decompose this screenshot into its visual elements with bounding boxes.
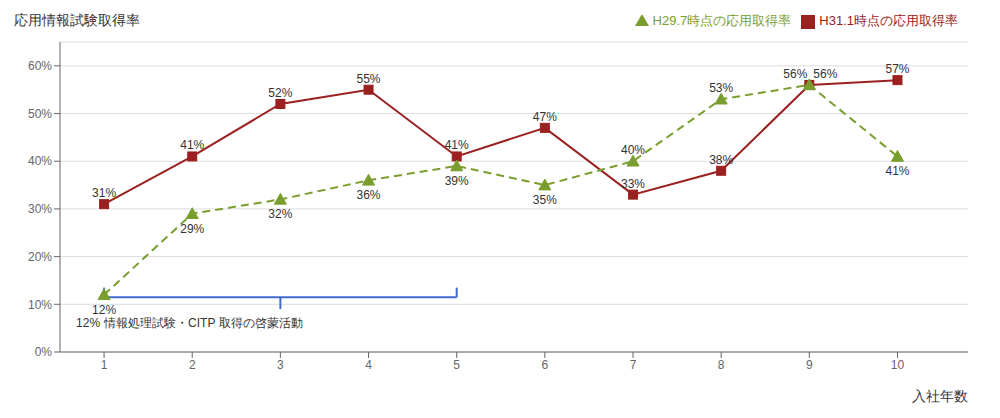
svg-text:29%: 29% [180,222,204,236]
svg-text:4: 4 [365,358,372,372]
svg-text:41%: 41% [885,164,909,178]
svg-text:60%: 60% [28,59,52,73]
svg-text:2: 2 [189,358,196,372]
svg-text:8: 8 [718,358,725,372]
svg-text:6: 6 [542,358,549,372]
svg-text:40%: 40% [621,143,645,157]
svg-text:31%: 31% [92,186,116,200]
svg-text:57%: 57% [885,62,909,76]
svg-text:52%: 52% [268,86,292,100]
html-text:応用情報試験取得率: 応用情報試験取得率 [14,12,140,28]
svg-text:41%: 41% [445,138,469,152]
svg-text:36%: 36% [357,188,381,202]
svg-text:10%: 10% [28,298,52,312]
svg-text:40%: 40% [28,154,52,168]
svg-text:32%: 32% [268,207,292,221]
svg-text:38%: 38% [709,153,733,167]
svg-text:53%: 53% [709,81,733,95]
svg-text:56%: 56% [783,67,807,81]
svg-text:39%: 39% [445,174,469,188]
html-text:入社年数: 入社年数 [912,388,968,404]
svg-text:56%: 56% [813,67,837,81]
svg-text:3: 3 [277,358,284,372]
svg-text:5: 5 [453,358,460,372]
html-text:H31.1時点の応用取得率: H31.1時点の応用取得率 [819,13,958,28]
svg-text:41%: 41% [180,138,204,152]
svg-text:47%: 47% [533,110,557,124]
svg-text:35%: 35% [533,193,557,207]
html-text:H29.7時点の応用取得率: H29.7時点の応用取得率 [652,13,792,28]
svg-text:情報処理試験・CITP 取得の啓蒙活動: 情報処理試験・CITP 取得の啓蒙活動 [103,316,302,330]
svg-text:12%: 12% [76,316,100,330]
svg-text:33%: 33% [621,177,645,191]
svg-text:30%: 30% [28,202,52,216]
svg-text:1: 1 [101,358,108,372]
svg-text:12%: 12% [92,303,116,317]
svg-text:9: 9 [806,358,813,372]
svg-text:55%: 55% [357,72,381,86]
svg-text:50%: 50% [28,107,52,121]
svg-text:10: 10 [891,358,905,372]
svg-text:7: 7 [630,358,637,372]
svg-text:20%: 20% [28,250,52,264]
svg-text:0%: 0% [35,345,53,359]
